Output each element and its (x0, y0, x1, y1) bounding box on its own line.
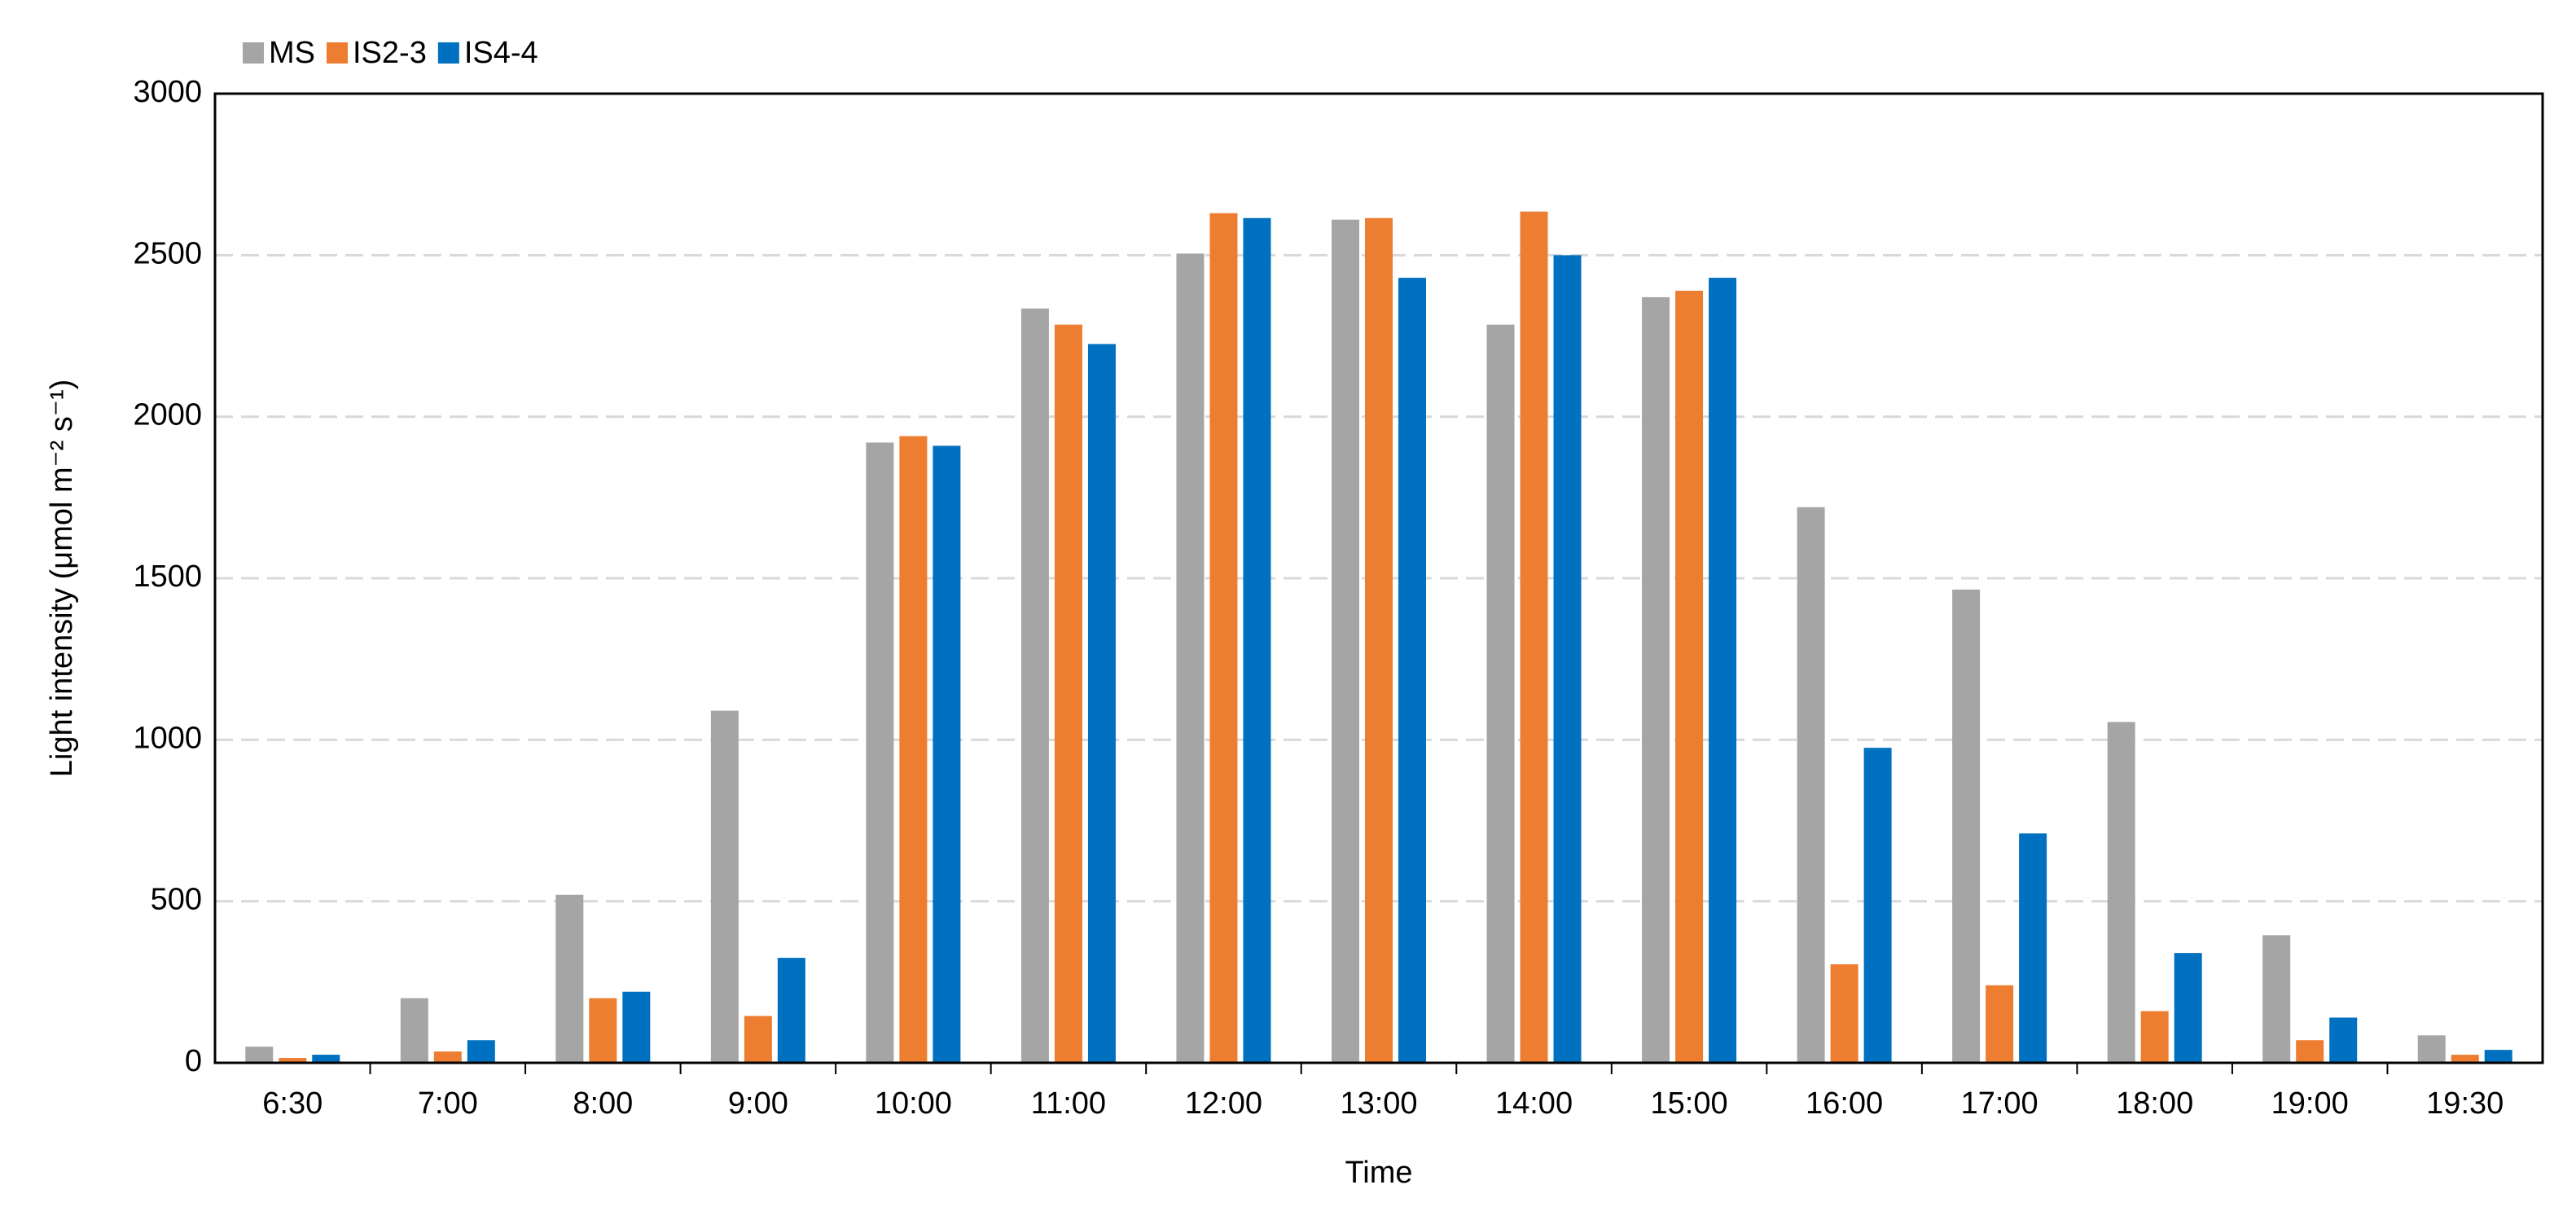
bar (2296, 1040, 2324, 1063)
bar (1365, 217, 1393, 1063)
bar (1830, 964, 1858, 1063)
bar (1020, 308, 1049, 1063)
legend-label: MS (269, 36, 315, 70)
bar (1986, 985, 2014, 1063)
y-tick-label: 2000 (133, 398, 202, 432)
bar (555, 894, 584, 1063)
x-tick-label: 19:30 (2426, 1086, 2504, 1121)
y-tick-label: 1000 (133, 721, 202, 755)
x-tick-label: 17:00 (1961, 1086, 2038, 1121)
bar (1520, 211, 1548, 1063)
bar (1243, 217, 1271, 1063)
x-tick-label: 9:00 (728, 1086, 788, 1121)
plot-frame (213, 92, 2544, 1064)
bar (2329, 1017, 2358, 1063)
x-tick-label: 13:00 (1340, 1086, 1417, 1121)
bar (1054, 324, 1082, 1063)
y-axis-label: Light intensity (μmol m⁻² s⁻¹) (45, 380, 79, 778)
bar (1332, 219, 1359, 1064)
x-tick-label: 19:00 (2271, 1086, 2349, 1121)
x-tick-label: 12:00 (1185, 1086, 1262, 1121)
bar (2484, 1050, 2512, 1063)
legend-label: IS4-4 (464, 36, 538, 70)
y-tick-label: 2500 (133, 236, 202, 270)
bar (1863, 748, 1892, 1063)
x-tick-label: 15:00 (1651, 1086, 1728, 1121)
x-tick-label: 8:00 (573, 1086, 633, 1121)
y-tick-label: 0 (185, 1044, 202, 1078)
y-tick-label: 500 (151, 883, 202, 917)
bar (1209, 213, 1238, 1064)
bar (2140, 1011, 2169, 1063)
bar (1709, 278, 1737, 1064)
bar (1553, 255, 1582, 1063)
legend-swatch (243, 42, 264, 64)
bar (866, 442, 894, 1063)
bar (1176, 253, 1205, 1064)
bar (589, 998, 617, 1063)
bar (245, 1047, 274, 1063)
x-tick-label: 16:00 (1806, 1086, 1883, 1121)
bar (433, 1051, 462, 1063)
bar (1087, 344, 1116, 1064)
x-axis-label: Time (1345, 1156, 1412, 1190)
legend-swatch (437, 42, 459, 64)
bar (1642, 296, 1670, 1063)
x-tick-label: 14:00 (1495, 1086, 1573, 1121)
bar (467, 1040, 495, 1063)
bar (279, 1058, 307, 1063)
bar (710, 710, 739, 1063)
x-tick-label: 10:00 (875, 1086, 952, 1121)
legend-swatch (327, 42, 348, 64)
bar (744, 1016, 772, 1063)
bar (1486, 324, 1515, 1063)
bar (1398, 278, 1426, 1064)
bar (1797, 507, 1825, 1063)
bar (2174, 953, 2202, 1063)
bar (2451, 1055, 2479, 1063)
bar (777, 958, 805, 1063)
bar (1952, 589, 1981, 1063)
y-tick-label: 1500 (133, 560, 202, 594)
legend-label: IS2-3 (353, 36, 427, 70)
bar (899, 436, 928, 1063)
x-tick-label: 11:00 (1031, 1086, 1106, 1121)
bar (1675, 290, 1704, 1063)
x-tick-label: 6:30 (262, 1086, 323, 1121)
bar (2107, 722, 2135, 1063)
bar (2417, 1035, 2446, 1063)
y-tick-label: 3000 (133, 75, 202, 109)
bar (2262, 935, 2291, 1063)
bar (2019, 833, 2047, 1063)
bar (312, 1055, 340, 1063)
bar (400, 998, 428, 1063)
x-tick-label: 7:00 (418, 1086, 478, 1121)
x-tick-label: 18:00 (2116, 1086, 2193, 1121)
bar (622, 991, 651, 1063)
bar (933, 445, 961, 1063)
